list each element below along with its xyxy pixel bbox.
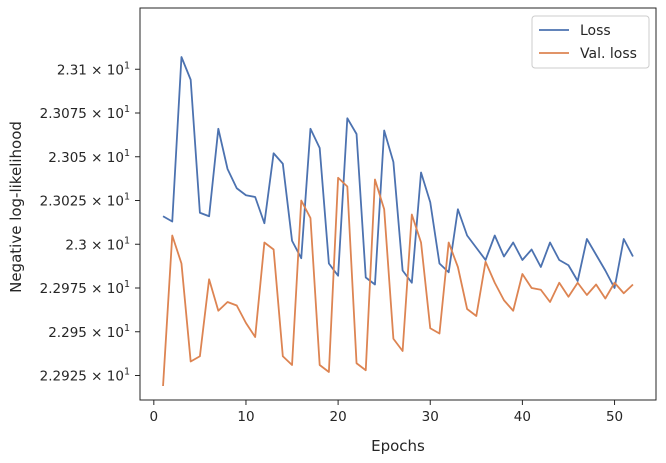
legend-label-val-loss: Val. loss xyxy=(580,46,637,62)
y-tick-mantissa: 2.3 × 10 xyxy=(65,237,124,253)
y-tick-label: 2.3 × 101 xyxy=(65,235,130,253)
y-tick-mantissa: 2.3075 × 10 xyxy=(40,106,124,122)
y-tick-label: 2.2975 × 101 xyxy=(40,279,130,297)
y-tick-label: 2.295 × 101 xyxy=(48,323,130,341)
y-tick-exponent: 1 xyxy=(124,60,130,71)
y-tick-mantissa: 2.295 × 10 xyxy=(48,325,124,341)
y-tick-mantissa: 2.31 × 10 xyxy=(57,62,124,78)
plot-area xyxy=(139,7,657,401)
x-tick-label: 30 xyxy=(422,409,439,425)
x-axis-ticks: 0 10 20 30 40 50 xyxy=(150,400,623,425)
x-tick-label: 10 xyxy=(237,409,254,425)
y-tick-label: 2.3025 × 101 xyxy=(40,192,130,210)
y-tick-exponent: 1 xyxy=(124,367,130,378)
y-axis-title: Negative log-likelihood xyxy=(7,121,25,293)
x-tick-label: 20 xyxy=(330,409,347,425)
series-line-loss xyxy=(162,56,634,289)
y-tick-exponent: 1 xyxy=(124,235,130,246)
legend-box xyxy=(531,15,650,69)
y-tick-mantissa: 2.2925 × 10 xyxy=(40,369,124,385)
x-tick-label: 40 xyxy=(514,409,531,425)
y-tick-mantissa: 2.3025 × 10 xyxy=(40,194,124,210)
y-tick-label: 2.3075 × 101 xyxy=(40,104,130,122)
y-tick-exponent: 1 xyxy=(124,192,130,203)
x-axis-title: Epochs xyxy=(371,437,425,455)
y-tick-label: 2.2925 × 101 xyxy=(40,367,130,385)
y-tick-exponent: 1 xyxy=(124,279,130,290)
y-tick-exponent: 1 xyxy=(124,104,130,115)
x-tick-label: 0 xyxy=(150,409,159,425)
legend: Loss Val. loss xyxy=(531,15,650,69)
x-tick-label: 50 xyxy=(606,409,623,425)
legend-label-loss: Loss xyxy=(580,23,611,39)
y-tick-label: 2.305 × 101 xyxy=(48,148,130,166)
y-tick-label: 2.31 × 101 xyxy=(57,60,130,78)
y-tick-mantissa: 2.305 × 10 xyxy=(48,150,124,166)
y-tick-exponent: 1 xyxy=(124,323,130,334)
series-layer xyxy=(162,56,634,387)
series-line-val-loss xyxy=(162,176,634,387)
y-tick-exponent: 1 xyxy=(124,148,130,159)
y-tick-mantissa: 2.2975 × 10 xyxy=(40,281,124,297)
